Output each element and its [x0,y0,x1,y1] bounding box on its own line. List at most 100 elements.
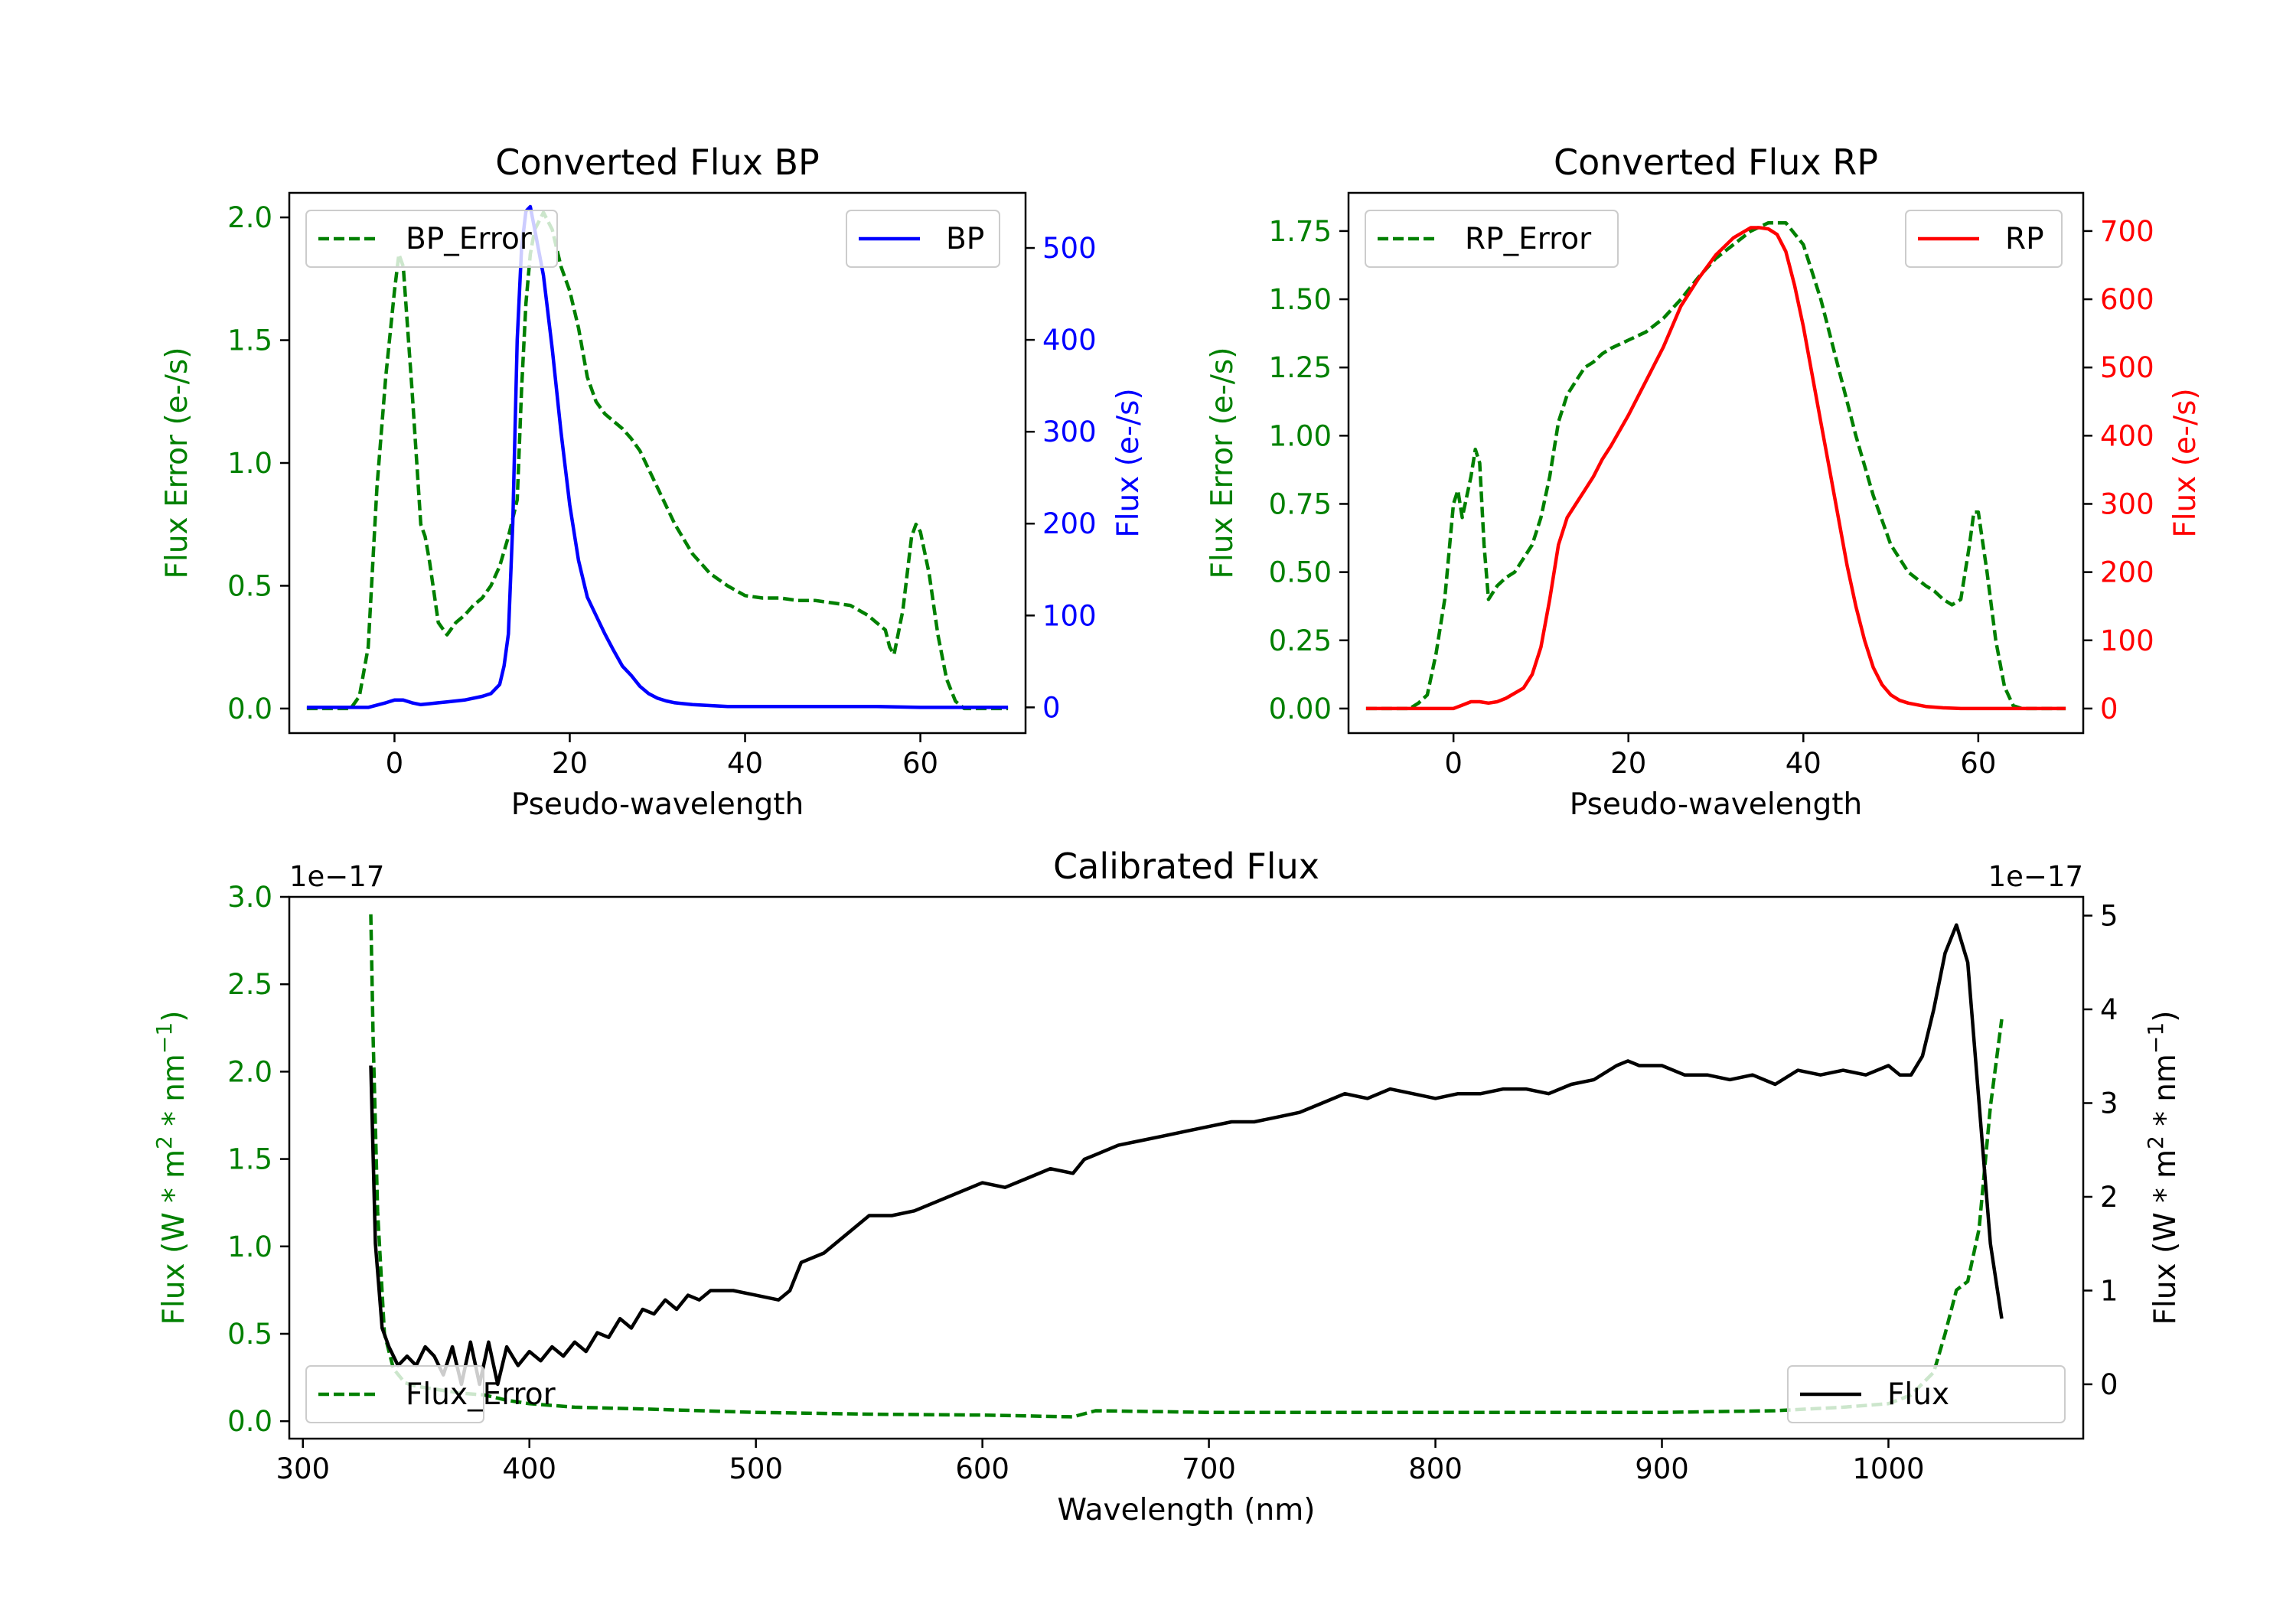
y-right-tick-label: 3 [2100,1087,2118,1120]
y-right-tick-label: 500 [2100,351,2154,384]
y-left-tick-label: 1.00 [1269,419,1332,452]
y-left-tick-label: 0.5 [227,1318,272,1351]
x-tick-label: 60 [1960,747,1996,780]
chart-title: Converted Flux RP [1554,142,1878,183]
plot-frame-rp [1347,191,2085,735]
x-tick-label: 500 [729,1452,783,1485]
x-tick-label: 0 [1444,747,1463,780]
y-right-tick-label: 200 [2100,556,2154,589]
x-tick-label: 60 [902,747,938,780]
y-left-tick-label: 3.0 [227,881,272,914]
legend-box [1365,210,1619,268]
chart-calibrated: 300 400 500 600 700 800 900 1000 0.0 0.5 1.0 1.5 2.0… [152,846,2183,1527]
y-right-tick-label: 5 [2100,899,2118,932]
legend-label: Flux_Error [406,1377,556,1412]
y-right-tick-label: 100 [2100,624,2154,657]
y-right-tick-label: 0 [1042,691,1061,724]
y-right-tick-label: 300 [1042,416,1097,448]
chart-title: Calibrated Flux [1053,846,1319,887]
x-tick-label: 900 [1635,1452,1689,1485]
x-tick-label: 20 [552,747,588,780]
axis-label-part: 2 [2143,1136,2168,1149]
axis-label-part: −1 [2143,1022,2168,1054]
y-left-tick-label: 1.50 [1269,283,1332,316]
chart-title: Converted Flux BP [495,142,820,183]
y-right-offset-text: 1e−17 [1988,860,2083,893]
legend-label: RP [2005,222,2044,256]
axis-label-part: −1 [152,1022,177,1054]
legend-box [305,210,558,268]
y-right-axis-label: Flux (W * m2 * nm−1) [2143,1011,2183,1325]
axis-label-part: ) [2148,1011,2183,1022]
x-tick-label: 400 [502,1452,556,1485]
x-tick-label: 20 [1610,747,1646,780]
x-axis-label: Pseudo-wavelength [1570,787,1862,822]
y-left-tick-label: 0.50 [1269,556,1332,589]
y-left-tick-label: 0.0 [227,693,272,725]
x-tick-label: 800 [1408,1452,1463,1485]
series-line-flux [369,923,2004,1387]
axis-label-part: Flux Error (e-/s) [160,347,194,579]
series-line-bp-error [306,210,1009,711]
y-right-tick-label: 600 [2100,283,2154,316]
axis-label-part: Flux (e-/s) [2168,388,2203,537]
y-right-tick-label: 500 [1042,232,1097,265]
y-right-axis-label: Flux (e-/s) [1111,388,1146,537]
axis-label-part: * nm [157,1054,191,1136]
x-tick-label: 0 [386,747,404,780]
axis-label-part: ) [157,1011,191,1022]
axis-label-part: 2 [152,1136,177,1149]
y-left-tick-label: 1.25 [1269,351,1332,384]
charts-layer: 0 20 40 600.00.51.01.52.00100200300400500Co… [152,142,2203,1527]
legend-box [305,1365,484,1423]
y-left-tick-label: 1.5 [227,324,272,357]
legend-label: BP [946,222,984,256]
x-axis-label: Pseudo-wavelength [511,787,804,822]
y-right-tick-label: 200 [1042,507,1097,540]
y-left-tick-label: 0.75 [1269,487,1332,520]
axis-label-part: Flux (W * m [157,1149,191,1325]
series-line-bp [306,204,1009,709]
y-right-tick-label: 4 [2100,993,2118,1026]
y-left-tick-label: 0.5 [227,569,272,602]
axis-label-part: Flux Error (e-/s) [1205,347,1240,579]
y-right-tick-label: 0 [2100,1368,2118,1401]
y-left-tick-label: 0.00 [1269,693,1332,725]
y-right-tick-label: 0 [2100,693,2118,725]
x-tick-label: 700 [1182,1452,1236,1485]
x-tick-label: 40 [727,747,763,780]
x-axis-label: Wavelength (nm) [1058,1493,1316,1527]
y-left-tick-label: 2.0 [227,1055,272,1088]
y-left-axis-label: Flux (W * m2 * nm−1) [152,1011,192,1325]
plot-frame-calibrated [288,895,2085,1440]
y-left-tick-label: 1.0 [227,447,272,480]
y-left-tick-label: 1.5 [227,1143,272,1176]
legend-label: Flux [1887,1377,1949,1412]
chart-bp: 0 20 40 60 0.0 0.5 1.0 1.5 2.0 0 100 200 300 400 500 Co… [160,142,1146,822]
x-tick-label: 600 [955,1452,1009,1485]
legend-box [1787,1365,2066,1423]
y-right-tick-label: 1 [2100,1274,2118,1307]
series-line-rp [1365,226,2066,711]
x-tick-label: 300 [276,1452,330,1485]
y-right-tick-label: 400 [2100,419,2154,452]
y-left-axis-label: Flux Error (e-/s) [160,347,194,579]
y-left-tick-label: 0.0 [227,1405,272,1438]
axis-label-part: Flux (e-/s) [1111,388,1146,537]
y-left-tick-label: 0.25 [1269,624,1332,657]
series-line-rp-error [1365,220,2066,711]
axis-label-part: Flux (W * m [2148,1149,2183,1325]
legend-box [846,210,1000,268]
chart-rp: 0 20 40 60 0.00 0.25 0.50 0.75 1.00 1.25 1.50 1.75 0… [1205,142,2203,822]
y-right-tick-label: 400 [1042,324,1097,357]
legend-label: RP_Error [1465,222,1592,256]
legend-box [1905,210,2063,268]
y-right-tick-label: 700 [2100,215,2154,248]
legend-label: BP_Error [406,222,533,256]
x-tick-label: 1000 [1852,1452,1924,1485]
y-right-axis-label: Flux (e-/s) [2168,388,2203,537]
y-left-tick-label: 2.0 [227,201,272,234]
y-right-tick-label: 100 [1042,599,1097,632]
y-left-offset-text: 1e−17 [289,860,384,893]
